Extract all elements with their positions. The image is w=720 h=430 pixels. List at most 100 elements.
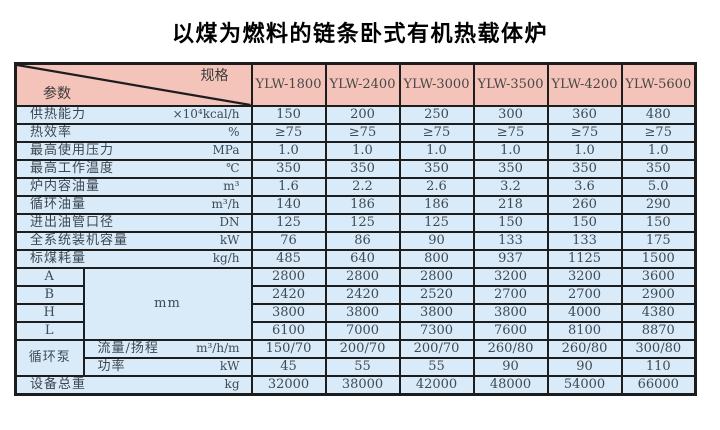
value-cell: 2800 bbox=[398, 267, 475, 287]
value-cell: 32000 bbox=[250, 375, 327, 396]
value-cell: 200/70 bbox=[398, 339, 475, 359]
value-cell: 1.0 bbox=[546, 141, 623, 161]
pump-row: 功率 kW 45 55 55 90 90 110 bbox=[16, 357, 697, 377]
param-label: 循环油量 bbox=[30, 196, 87, 212]
value-cell: 300/80 bbox=[620, 339, 697, 359]
value-cell: 3800 bbox=[398, 303, 475, 323]
value-cell: 8870 bbox=[620, 321, 697, 341]
value-cell: 2.6 bbox=[398, 177, 475, 197]
value-cell: 3.2 bbox=[472, 177, 549, 197]
value-cell: 186 bbox=[398, 195, 475, 215]
param-unit: kg/h bbox=[212, 251, 240, 266]
param-row: 全系统装机容量 kW 76 86 90 133 133 175 bbox=[14, 231, 697, 251]
value-cell: 350 bbox=[472, 159, 549, 179]
pump-row: 循环泵 流量/扬程 m³/h/m 150/70 200/70 200/70 260… bbox=[14, 339, 697, 377]
model-header: YLW-1800 bbox=[250, 62, 327, 107]
value-cell: 350 bbox=[324, 159, 401, 179]
value-cell: 3200 bbox=[472, 267, 549, 287]
param-unit: kW bbox=[219, 359, 240, 374]
param-label: 最高工作温度 bbox=[30, 160, 115, 176]
param-label: 热效率 bbox=[30, 124, 73, 140]
model-header: YLW-3000 bbox=[398, 62, 475, 107]
param-unit: kW bbox=[219, 233, 240, 248]
value-cell: 90 bbox=[472, 357, 549, 377]
value-cell: 133 bbox=[546, 231, 623, 251]
value-cell: ≥75 bbox=[324, 123, 401, 143]
param-unit: m³/h bbox=[211, 197, 240, 212]
model-header: YLW-2400 bbox=[324, 62, 401, 107]
value-cell: 55 bbox=[398, 357, 475, 377]
value-cell: ≥75 bbox=[398, 123, 475, 143]
param-cell: 循环油量 m³/h bbox=[14, 195, 253, 215]
param-cell: 设备总重 kg bbox=[14, 375, 253, 396]
value-cell: 3600 bbox=[620, 267, 697, 287]
value-cell: 150 bbox=[472, 213, 549, 233]
value-cell: ≥75 bbox=[250, 123, 327, 143]
value-cell: 2700 bbox=[546, 285, 623, 305]
value-cell: 800 bbox=[398, 249, 475, 269]
param-cell: 流量/扬程 m³/h/m bbox=[82, 339, 253, 359]
value-cell: 2900 bbox=[620, 285, 697, 305]
value-cell: 3800 bbox=[472, 303, 549, 323]
param-cell: 全系统装机容量 kW bbox=[14, 231, 253, 251]
dimension-row: L 6100 7000 7300 7600 8100 8870 bbox=[14, 321, 697, 341]
value-cell: 2420 bbox=[250, 285, 327, 305]
value-cell: 125 bbox=[324, 213, 401, 233]
value-cell: 1.0 bbox=[398, 141, 475, 161]
value-cell: 350 bbox=[250, 159, 327, 179]
value-cell: 4000 bbox=[546, 303, 623, 323]
dimension-row: A mm 2800 2800 2800 3200 3200 3600 bbox=[14, 267, 697, 341]
value-cell: 66000 bbox=[620, 375, 697, 396]
value-cell: 76 bbox=[250, 231, 327, 251]
value-cell: 3.6 bbox=[546, 177, 623, 197]
value-cell: 3800 bbox=[324, 303, 401, 323]
value-cell: 2800 bbox=[250, 267, 327, 287]
value-cell: 8100 bbox=[546, 321, 623, 341]
param-unit: kg bbox=[224, 377, 240, 392]
param-row: 炉内容油量 m³ 1.6 2.2 2.6 3.2 3.6 5.0 bbox=[14, 177, 697, 197]
dimension-label: A bbox=[14, 267, 85, 287]
value-cell: 200/70 bbox=[324, 339, 401, 359]
value-cell: 2420 bbox=[324, 285, 401, 305]
total-row: 设备总重 kg 32000 38000 42000 48000 54000 660… bbox=[14, 375, 697, 396]
param-cell: 进出油管口径 DN bbox=[14, 213, 253, 233]
value-cell: 186 bbox=[324, 195, 401, 215]
param-label: 标煤耗量 bbox=[30, 250, 87, 266]
param-label: 全系统装机容量 bbox=[30, 232, 129, 248]
value-cell: 290 bbox=[620, 195, 697, 215]
param-row: 进出油管口径 DN 125 125 125 150 150 150 bbox=[14, 213, 697, 233]
dimension-unit: mm bbox=[82, 267, 253, 341]
param-row: 标煤耗量 kg/h 485 640 800 937 1125 1500 bbox=[14, 249, 697, 269]
param-row: 最高工作温度 ℃ 350 350 350 350 350 350 bbox=[14, 159, 697, 179]
param-label: 最高使用压力 bbox=[30, 142, 115, 158]
value-cell: 200 bbox=[324, 105, 401, 125]
value-cell: 7600 bbox=[472, 321, 549, 341]
corner-cell: 规格 参数 bbox=[14, 62, 253, 107]
value-cell: 7300 bbox=[398, 321, 475, 341]
value-cell: 150 bbox=[620, 213, 697, 233]
value-cell: 38000 bbox=[324, 375, 401, 396]
value-cell: 480 bbox=[620, 105, 697, 125]
param-label: 功率 bbox=[97, 358, 126, 374]
value-cell: 1.0 bbox=[250, 141, 327, 161]
value-cell: 175 bbox=[620, 231, 697, 251]
diagonal-line bbox=[17, 65, 250, 105]
model-header: YLW-5600 bbox=[620, 62, 697, 107]
value-cell: 300 bbox=[472, 105, 549, 125]
param-cell: 炉内容油量 m³ bbox=[14, 177, 253, 197]
dimension-label: L bbox=[14, 321, 85, 341]
value-cell: 1500 bbox=[620, 249, 697, 269]
value-cell: 260/80 bbox=[472, 339, 549, 359]
value-cell: 125 bbox=[250, 213, 327, 233]
value-cell: 260 bbox=[546, 195, 623, 215]
value-cell: 1.0 bbox=[620, 141, 697, 161]
param-cell: 标煤耗量 kg/h bbox=[14, 249, 253, 269]
value-cell: 2520 bbox=[398, 285, 475, 305]
param-cell: 供热能力 ×10⁴kcal/h bbox=[14, 105, 253, 125]
param-label: 设备总重 bbox=[30, 376, 87, 392]
param-unit: ℃ bbox=[226, 161, 240, 176]
value-cell: 350 bbox=[398, 159, 475, 179]
value-cell: 3200 bbox=[546, 267, 623, 287]
value-cell: 110 bbox=[620, 357, 697, 377]
param-cell: 最高工作温度 ℃ bbox=[14, 159, 253, 179]
